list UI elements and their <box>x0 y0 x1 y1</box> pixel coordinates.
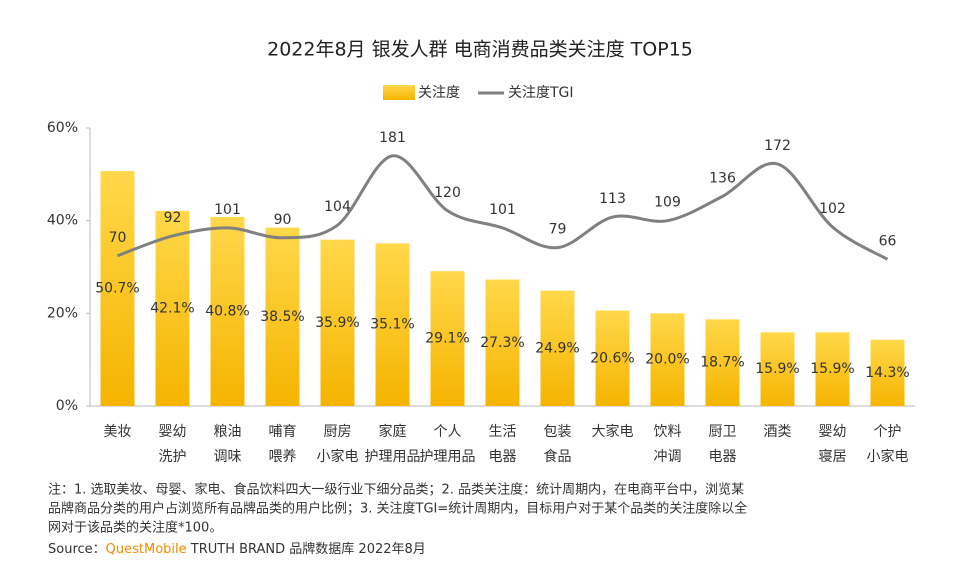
bar <box>595 310 630 406</box>
source: Source：QuestMobile TRUTH BRAND 品牌数据库 202… <box>48 541 426 557</box>
x-tick-label: 美妆 <box>104 424 132 440</box>
value-label: 29.1% <box>425 331 469 347</box>
y-tick-label: 0% <box>56 398 78 414</box>
source-brand: QuestMobile <box>106 542 187 557</box>
x-tick-label: 护理用品 <box>420 449 476 465</box>
bar <box>815 332 850 406</box>
x-tick-label: 粮油 <box>214 424 242 440</box>
bar <box>100 171 135 406</box>
value-label: 92 <box>164 210 182 226</box>
value-label: 136 <box>709 170 736 186</box>
bar <box>870 339 905 406</box>
y-tick-label: 20% <box>47 305 78 321</box>
x-tick-label: 厨房 <box>324 424 352 440</box>
x-tick-label: 酒类 <box>764 424 792 440</box>
value-label: 15.9% <box>755 361 799 377</box>
y-tick-label: 40% <box>47 213 78 229</box>
x-tick-label: 电器 <box>709 449 737 465</box>
x-tick-label: 调味 <box>214 449 242 465</box>
bar <box>760 332 795 406</box>
value-label: 181 <box>379 130 406 146</box>
value-label: 50.7% <box>95 281 139 297</box>
bar <box>650 313 685 406</box>
value-label: 24.9% <box>535 340 579 356</box>
value-label: 113 <box>599 191 626 207</box>
value-label: 104 <box>324 199 351 215</box>
value-label: 109 <box>654 195 681 211</box>
legend-swatch <box>383 85 415 100</box>
bar <box>430 271 465 406</box>
line <box>116 154 889 261</box>
value-label: 42.1% <box>150 300 194 316</box>
x-tick-label: 家庭 <box>379 423 407 440</box>
value-label: 101 <box>489 202 516 218</box>
x-tick-label: 电器 <box>489 449 517 465</box>
value-label: 79 <box>549 222 567 238</box>
x-tick-label: 个人 <box>434 424 462 440</box>
x-tick-label: 寝居 <box>819 448 847 465</box>
value-label: 40.8% <box>205 303 249 319</box>
bar <box>705 319 740 406</box>
x-tick-label: 个护 <box>874 424 902 440</box>
note: 网对于该品类的关注度*100。 <box>48 520 222 536</box>
value-label: 120 <box>434 185 461 201</box>
bar <box>375 243 410 406</box>
value-label: 35.9% <box>315 315 359 331</box>
note: 品牌商品分类的用户占浏览所有品牌品类的用户比例；3. 关注度TGI=统计周期内，… <box>48 501 747 517</box>
chart-title: 2022年8月 银发人群 电商消费品类关注度 TOP15 <box>267 39 693 61</box>
x-tick-label: 护理用品 <box>365 449 421 465</box>
value-label: 90 <box>274 212 292 228</box>
value-label: 18.7% <box>700 355 744 371</box>
x-tick-label: 厨卫 <box>709 424 737 440</box>
bar <box>210 216 245 406</box>
value-label: 20.6% <box>590 350 634 366</box>
x-tick-label: 哺育 <box>269 424 297 440</box>
x-tick-label: 婴幼 <box>159 424 187 440</box>
legend-label: 关注度TGI <box>508 85 574 101</box>
bar <box>265 227 300 406</box>
value-label: 172 <box>764 138 791 154</box>
x-tick-label: 喂养 <box>269 449 297 465</box>
x-tick-label: 婴幼 <box>819 424 847 440</box>
value-label: 101 <box>214 202 241 218</box>
bar <box>485 279 520 406</box>
x-tick-label: 饮料 <box>654 424 682 440</box>
x-tick-label: 冲调 <box>654 449 682 465</box>
bar <box>155 210 190 406</box>
value-label: 27.3% <box>480 335 524 351</box>
value-label: 102 <box>819 201 846 217</box>
x-tick-label: 小家电 <box>867 448 909 465</box>
legend-label: 关注度 <box>418 85 460 101</box>
source-label: Source： <box>48 542 106 557</box>
value-label: 20.0% <box>645 352 689 368</box>
x-tick-label: 食品 <box>544 448 572 465</box>
x-tick-label: 包装 <box>544 424 572 440</box>
x-tick-label: 小家电 <box>317 448 359 465</box>
bar <box>320 239 355 406</box>
x-tick-label: 生活 <box>489 424 517 440</box>
value-label: 14.3% <box>865 365 909 381</box>
value-label: 35.1% <box>370 317 414 333</box>
value-label: 66 <box>879 233 897 249</box>
bar <box>540 290 575 406</box>
source-text: TRUTH BRAND 品牌数据库 2022年8月 <box>190 541 426 557</box>
value-label: 70 <box>109 230 127 246</box>
value-label: 15.9% <box>810 361 854 377</box>
x-tick-label: 洗护 <box>159 449 187 465</box>
value-label: 38.5% <box>260 309 304 325</box>
note: 注：1. 选取美妆、母婴、家电、食品饮料四大一级行业下细分品类；2. 品类关注度… <box>48 482 744 498</box>
y-tick-label: 60% <box>47 120 78 136</box>
x-tick-label: 大家电 <box>592 423 634 440</box>
